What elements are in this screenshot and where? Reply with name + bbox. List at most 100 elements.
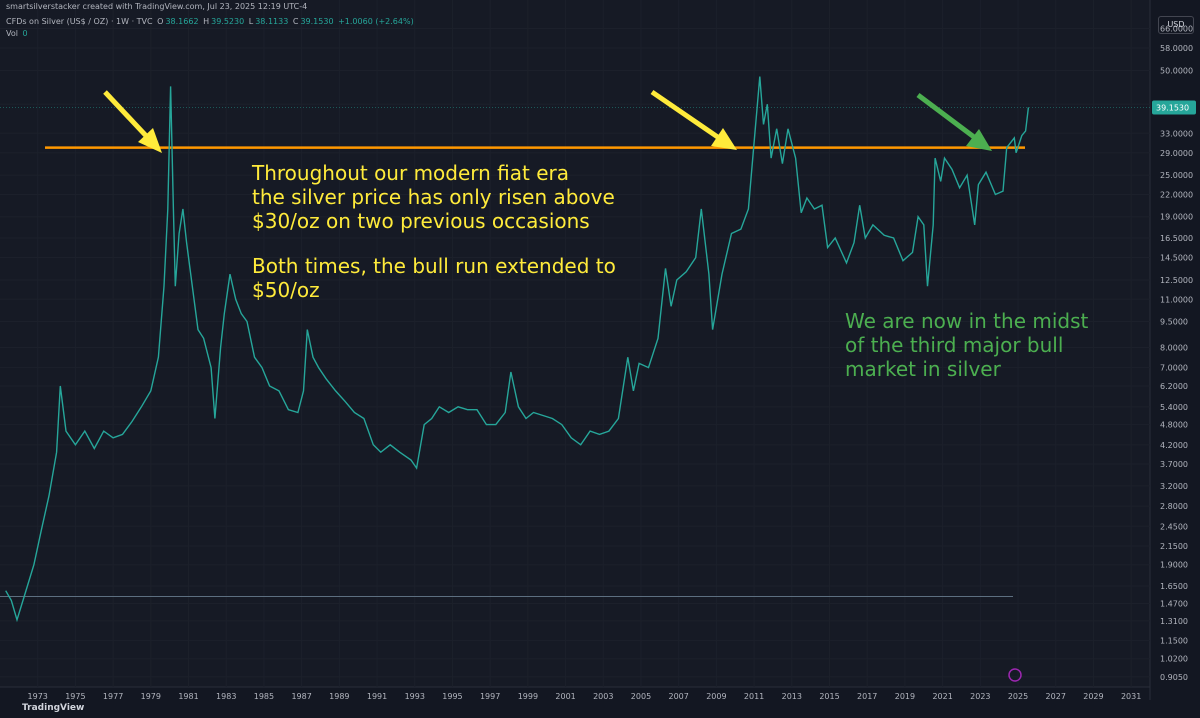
legend-change: +1.0060 (+2.64%) [338,17,414,26]
y-tick-label: 22.0000 [1160,191,1193,200]
y-tick-label: 12.5000 [1160,276,1193,285]
legend-key: Vol [6,29,18,38]
y-tick-label: 1.4700 [1160,599,1188,608]
y-tick-label: 2.8000 [1160,502,1188,511]
y-tick-label: 33.0000 [1160,129,1193,138]
x-tick-label: 2007 [669,692,689,701]
x-tick-label: 1989 [329,692,349,701]
x-tick-label: 1975 [65,692,85,701]
y-tick-label: 6.2000 [1160,382,1188,391]
x-tick-label: 1991 [367,692,387,701]
y-tick-label: 1.9000 [1160,561,1188,570]
alert-icon[interactable] [1008,668,1022,682]
y-tick-label: 8.0000 [1160,343,1188,352]
x-tick-label: 2005 [631,692,651,701]
price-tag: 39.1530 [1152,100,1196,115]
x-tick-label: 1993 [405,692,425,701]
x-tick-label: 2031 [1121,692,1141,701]
plot-area [0,0,1150,687]
y-tick-label: 66.0000 [1160,25,1193,34]
y-tick-label: 58.0000 [1160,44,1193,53]
plot [0,76,1150,623]
annotation-line: Both times, the bull run extended to [252,254,616,278]
arrows [103,89,992,153]
annotation-line: Throughout our modern fiat era [251,161,569,185]
x-tick-label: 1999 [518,692,538,701]
annotation-line: the silver price has only risen above [252,185,615,209]
arrow [650,89,724,143]
y-tick-label: 3.7000 [1160,460,1188,469]
currency-button[interactable]: USD [1158,16,1194,34]
price-tag-box [1152,100,1196,115]
x-tick-label: 2019 [895,692,915,701]
legend-key: O [157,17,164,26]
annotation-line: of the third major bull [845,333,1063,357]
x-tick-label: 2013 [782,692,802,701]
arrow-head [966,129,992,151]
y-tick-label: 11.0000 [1160,295,1193,304]
y-tick-label: 29.0000 [1160,149,1193,158]
price-axis: 66.000058.000050.000040.000033.000029.00… [1160,25,1193,682]
x-tick-label: 2011 [744,692,764,701]
arrow [916,93,980,142]
x-tick-label: 2025 [1008,692,1028,701]
x-tick-label: 2009 [706,692,726,701]
x-tick-label: 1977 [103,692,123,701]
price-tag-label: 39.1530 [1156,103,1189,112]
symbol: CFDs on Silver (US$ / OZ) · 1W · TVC [6,17,153,26]
attribution: smartsilverstacker created with TradingV… [6,2,308,11]
y-tick-label: 3.2000 [1160,482,1188,491]
y-tick-label: 2.4500 [1160,522,1188,531]
brand-logo: TradingView [22,703,85,713]
y-tick-label: 7.0000 [1160,364,1188,373]
x-tick-label: 1985 [254,692,274,701]
x-tick-label: 2001 [555,692,575,701]
x-tick-label: 2023 [970,692,990,701]
y-tick-label: 4.2000 [1160,441,1188,450]
grid [0,0,1150,687]
time-axis: 1973 1975 1977 1979 1981 1983 1985 1987 1989 1991… [28,692,1142,701]
y-tick-label: 1.0200 [1160,655,1188,664]
legend-value: 0 [22,29,28,38]
x-tick-label: 1979 [141,692,161,701]
y-tick-label: 0.9050 [1160,673,1188,682]
volume-legend: Vol 0 [6,29,30,38]
symbol-legend: CFDs on Silver (US$ / OZ) · 1W · TVC O 38… [6,17,416,26]
x-tick-label: 1997 [480,692,500,701]
x-tick-label: 1983 [216,692,236,701]
x-tick-label: 2029 [1083,692,1103,701]
legend-key: C [292,17,299,26]
legend-value: 39.5230 [211,17,245,26]
arrow-head [711,128,737,150]
price-line [5,76,1030,623]
annotation-line: $50/oz [252,278,320,302]
arrow-head [138,128,162,153]
legend-value: 38.1662 [165,17,199,26]
arrow [103,90,152,142]
legend-key: H [203,17,210,26]
legend-value: 38.1133 [255,17,289,26]
x-tick-label: 2017 [857,692,877,701]
legend-key: L [248,17,254,26]
annotation-line: $30/oz on two previous occasions [252,209,590,233]
y-tick-label: 2.1500 [1160,542,1188,551]
y-tick-label: 1.6500 [1160,582,1188,591]
x-tick-label: 2027 [1046,692,1066,701]
y-tick-label: 4.8000 [1160,421,1188,430]
y-tick-label: 5.4000 [1160,403,1188,412]
x-tick-label: 2003 [593,692,613,701]
y-tick-label: 1.3100 [1160,617,1188,626]
x-tick-label: 1981 [178,692,198,701]
x-tick-label: 1995 [442,692,462,701]
levels [0,146,1025,597]
y-tick-label: 14.5000 [1160,254,1193,263]
x-tick-label: 1987 [291,692,311,701]
y-tick-label: 16.5000 [1160,234,1193,243]
y-tick-label: 50.0000 [1160,66,1193,75]
x-tick-label: 2015 [819,692,839,701]
y-tick-label: 19.0000 [1160,213,1193,222]
legend-value: 39.1530 [300,17,334,26]
